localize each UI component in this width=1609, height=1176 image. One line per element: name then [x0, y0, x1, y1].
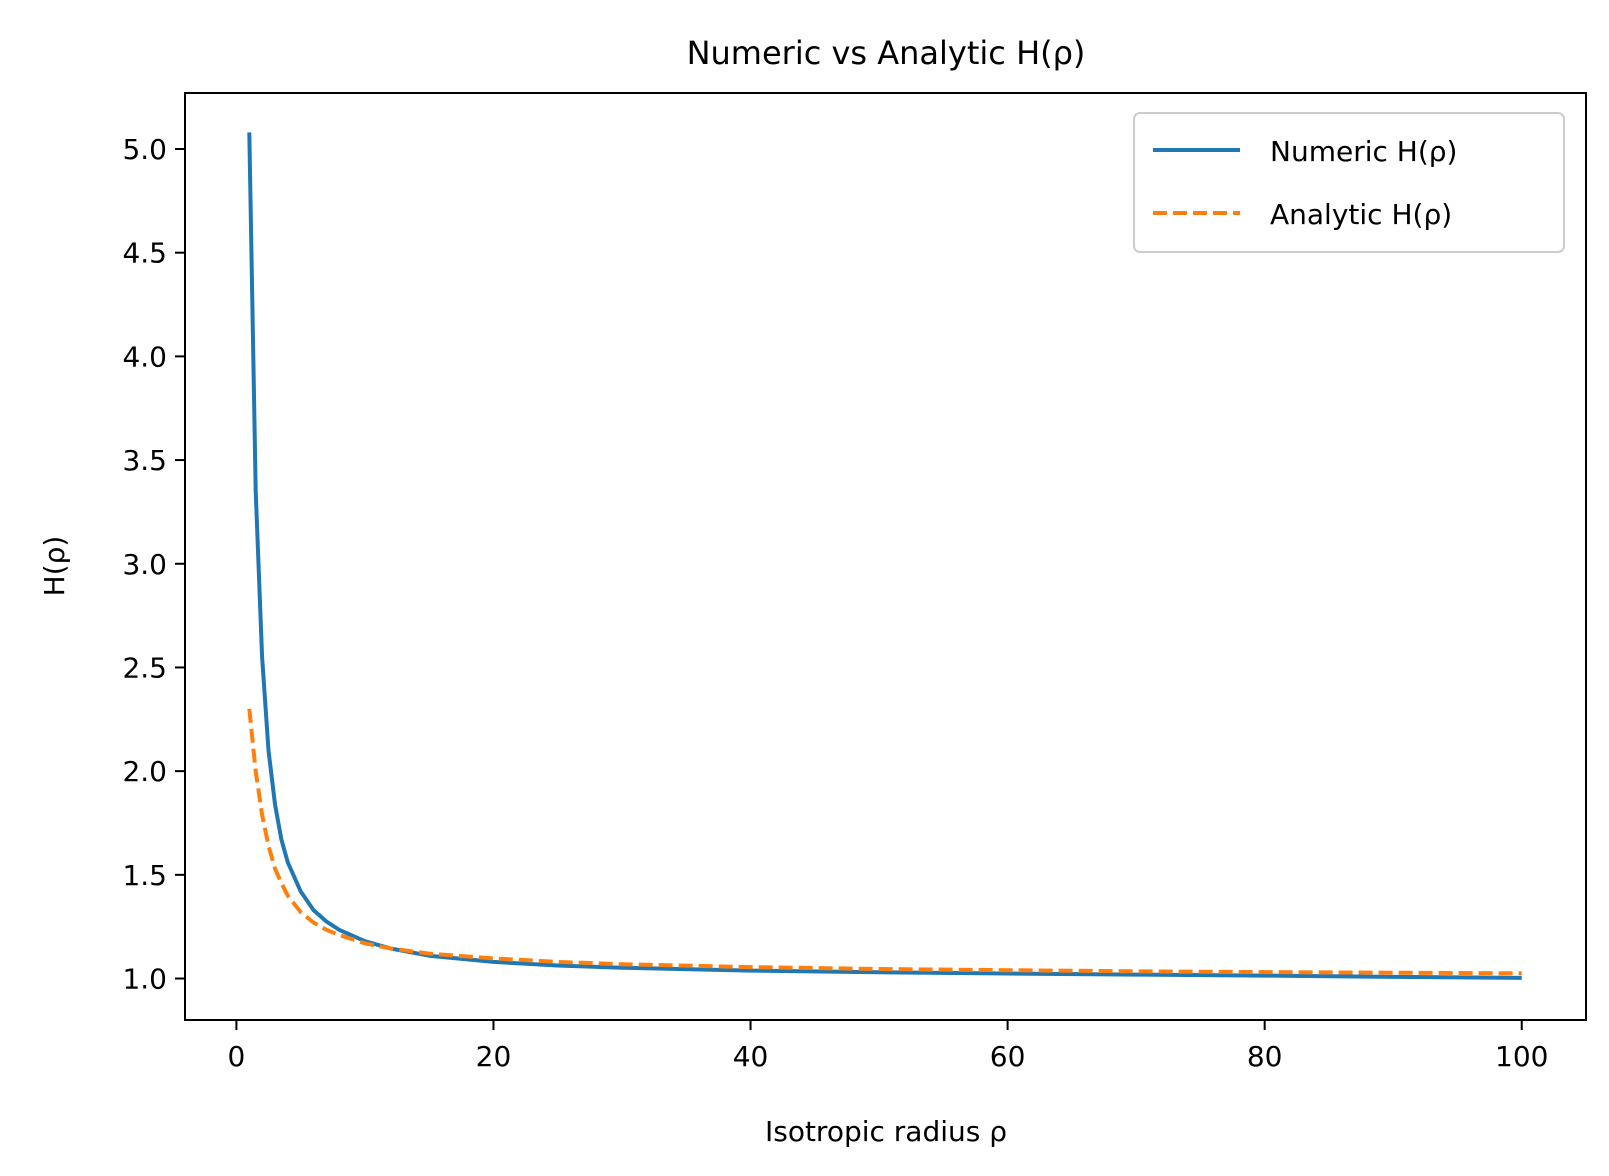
- y-axis: 1.0 1.5 2.0 2.5 3.0 3.5 4.0 4.5 5.0: [122, 133, 185, 996]
- x-axis: 0 20 40 60 80 100: [227, 1020, 1548, 1073]
- x-tick-label: 80: [1247, 1040, 1283, 1073]
- x-tick-label: 40: [733, 1040, 769, 1073]
- y-tick-label: 5.0: [122, 133, 167, 166]
- y-tick-label: 3.5: [122, 444, 167, 477]
- chart-title: Numeric vs Analytic H(ρ): [687, 34, 1086, 72]
- legend: Numeric H(ρ) Analytic H(ρ): [1133, 112, 1565, 253]
- x-tick-label: 100: [1495, 1040, 1548, 1073]
- series-line-numeric: [247, 132, 1522, 980]
- x-axis-label: Isotropic radius ρ: [765, 1115, 1007, 1148]
- x-tick-label: 20: [476, 1040, 512, 1073]
- series-layer: [247, 132, 1522, 980]
- y-tick-label: 3.0: [122, 548, 167, 581]
- y-tick-label: 1.5: [122, 859, 167, 892]
- legend-label-analytic: Analytic H(ρ): [1270, 198, 1452, 231]
- y-tick-label: 4.0: [122, 340, 167, 373]
- y-tick-label: 4.5: [122, 237, 167, 270]
- y-tick-label: 1.0: [122, 963, 167, 996]
- x-tick-label: 0: [227, 1040, 245, 1073]
- y-axis-label: H(ρ): [38, 536, 71, 597]
- plot-frame: [184, 92, 1587, 1021]
- y-tick-label: 2.5: [122, 651, 167, 684]
- y-tick-label: 2.0: [122, 755, 167, 788]
- series-line-analytic: [247, 708, 1522, 976]
- x-tick-label: 60: [990, 1040, 1026, 1073]
- legend-label-numeric: Numeric H(ρ): [1270, 135, 1457, 168]
- legend-box: [1133, 112, 1565, 253]
